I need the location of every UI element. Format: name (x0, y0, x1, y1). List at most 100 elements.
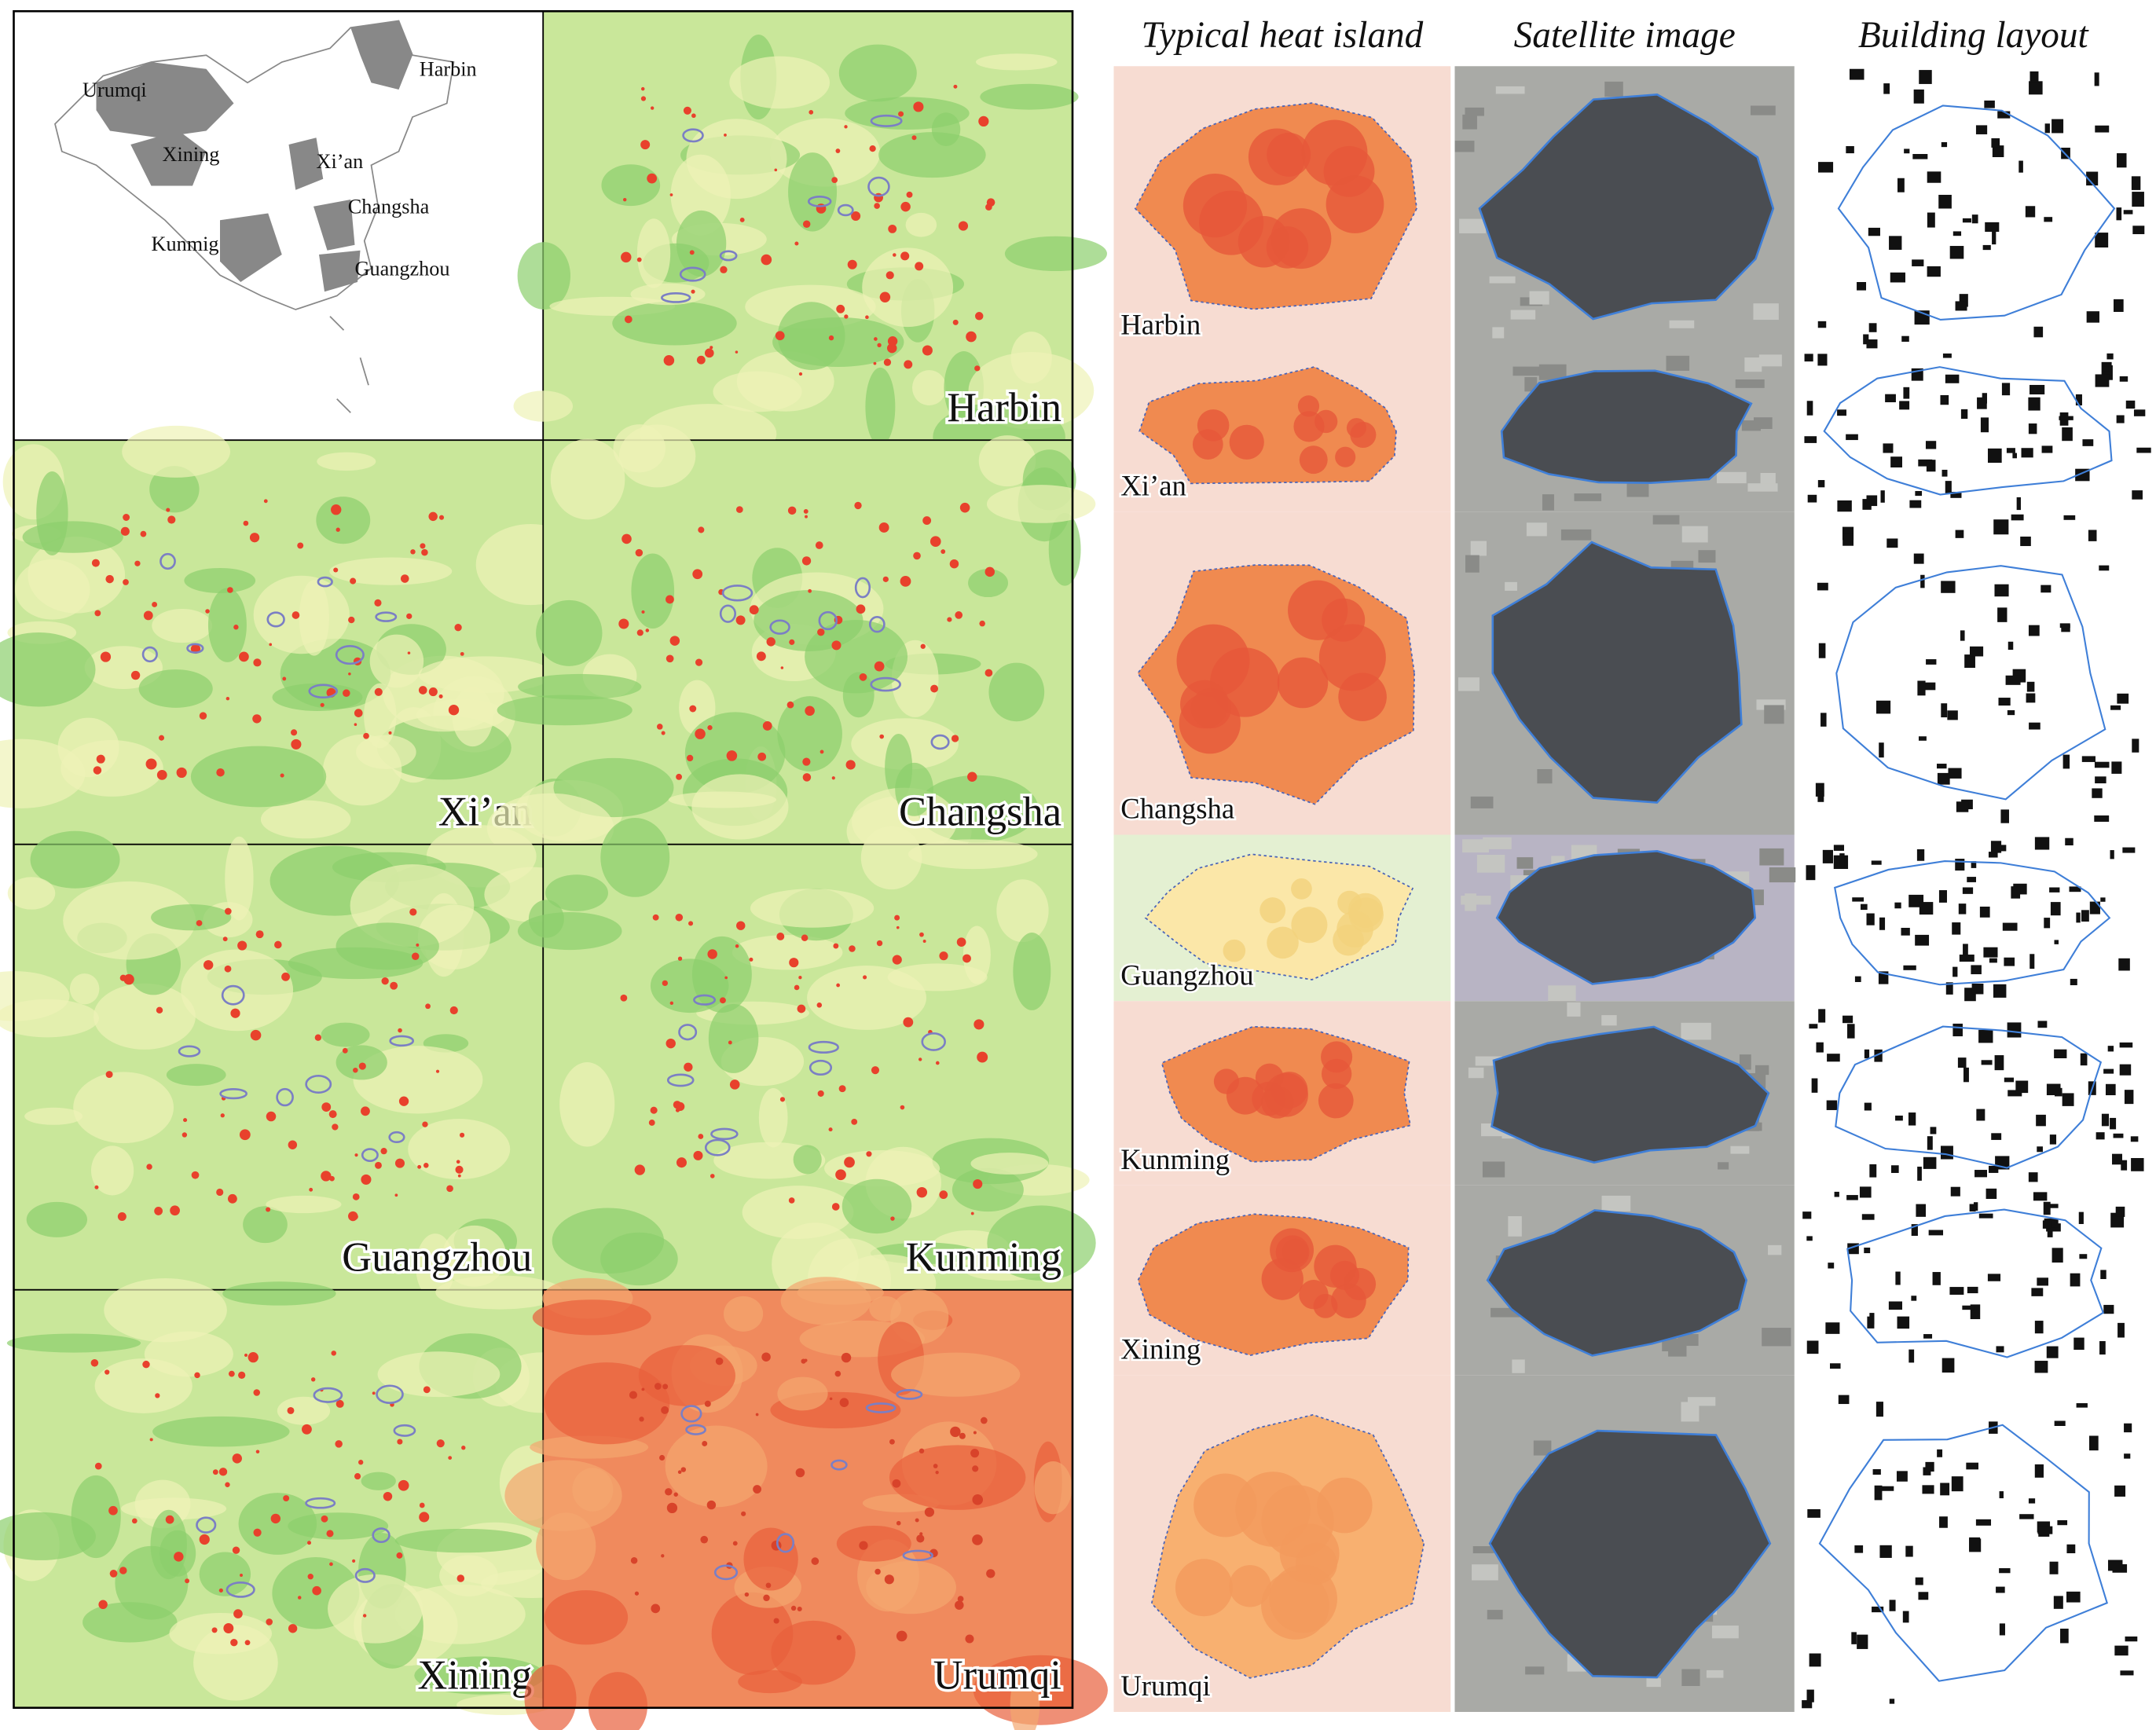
heat-spot (893, 253, 896, 257)
satellite-area (1486, 1209, 1748, 1357)
building (1992, 145, 2004, 158)
building (1999, 1568, 2011, 1574)
building (2081, 910, 2089, 922)
building (1903, 387, 1910, 399)
building (1941, 703, 1948, 718)
building (1951, 1476, 1964, 1492)
building (2000, 698, 2008, 705)
heat-spot (253, 658, 262, 667)
heat-spot (702, 1441, 708, 1446)
heat-spot (965, 1634, 974, 1644)
heat-spot (726, 750, 738, 761)
building (1993, 984, 2007, 998)
building (1927, 212, 1935, 228)
building (1830, 1363, 1841, 1369)
building (1916, 849, 1925, 861)
heat-spot (130, 670, 141, 680)
heat-spot (652, 914, 659, 921)
satellite-tile (1454, 511, 1795, 835)
heat-core (1260, 897, 1286, 924)
heat-spot (851, 1118, 858, 1125)
heat-spot (253, 1528, 262, 1537)
heat-spot (886, 343, 897, 354)
building-tile (1798, 1001, 2148, 1186)
heat-spot (947, 617, 952, 622)
heat-spot (363, 732, 369, 739)
building (1883, 443, 1894, 453)
building (1806, 401, 1813, 416)
heat-spot (874, 203, 880, 209)
heat-spot (448, 1456, 453, 1460)
building (1872, 1606, 1884, 1613)
land-patch (777, 696, 842, 772)
heat-spot (226, 696, 230, 701)
building (2101, 1113, 2110, 1127)
heat-core (1333, 924, 1364, 956)
city-block (1548, 985, 1576, 1003)
land-patch (742, 1186, 854, 1239)
heat-spot (854, 501, 862, 510)
building (2020, 536, 2031, 547)
heat-spot (416, 943, 420, 947)
building (2061, 624, 2070, 632)
building-area (1846, 1208, 2105, 1358)
building (2041, 445, 2053, 453)
building (2132, 192, 2144, 207)
heat-spot (676, 773, 683, 780)
study-area (389, 1035, 415, 1047)
heat-spot (973, 1178, 983, 1189)
building (1964, 654, 1975, 669)
heat-spot (398, 1096, 409, 1106)
study-area (854, 577, 871, 599)
heat-spot (689, 250, 695, 255)
building (2007, 709, 2015, 716)
city-block (1459, 218, 1487, 234)
building (2054, 940, 2059, 944)
land-patch (552, 1208, 665, 1274)
building (1817, 354, 1828, 366)
land-patch (152, 1416, 290, 1447)
land-patch (329, 557, 453, 585)
city-block (1769, 867, 1796, 883)
heat-spot (677, 1470, 682, 1475)
city-block (1470, 541, 1487, 556)
heat-spot (108, 1505, 118, 1516)
heat-spot (640, 140, 651, 150)
heat-spot (720, 997, 726, 1004)
study-area (317, 576, 333, 588)
city-block (1476, 854, 1505, 873)
heat-core (1335, 446, 1356, 467)
heat-spot (354, 723, 358, 727)
building (1977, 397, 1987, 409)
heat-spot (269, 643, 273, 647)
heat-spot (844, 1156, 855, 1168)
building (1880, 490, 1885, 503)
heat-spot (394, 1158, 405, 1168)
heat-spot (283, 1495, 290, 1502)
building (1802, 1211, 1812, 1219)
heat-spot (331, 1351, 337, 1356)
heat-spot (438, 515, 445, 520)
heat-spot (900, 1105, 905, 1110)
building (1889, 1699, 1895, 1704)
heat-spot (700, 1535, 709, 1544)
heat-island-tile: Xi’an (1113, 350, 1451, 512)
land-patch (952, 1167, 1024, 1212)
heat-spot (142, 1360, 150, 1369)
heat-spot (457, 1174, 461, 1178)
building (1955, 859, 1965, 871)
heat-spot (156, 1006, 163, 1014)
heat-spot (227, 587, 233, 593)
heat-spot (270, 1513, 281, 1524)
heat-spot (894, 914, 900, 921)
heat-spot (117, 1212, 126, 1221)
building (2006, 448, 2015, 453)
city-map: Urumqi (504, 1277, 1108, 1730)
heat-island-tile: Harbin (1113, 66, 1451, 351)
land-patch (6, 1333, 141, 1353)
heat-core (1275, 1235, 1310, 1270)
building-area (1835, 1025, 2103, 1169)
building (1863, 334, 1869, 345)
panel-label: Xining (417, 1652, 532, 1698)
building (1978, 1029, 1993, 1043)
